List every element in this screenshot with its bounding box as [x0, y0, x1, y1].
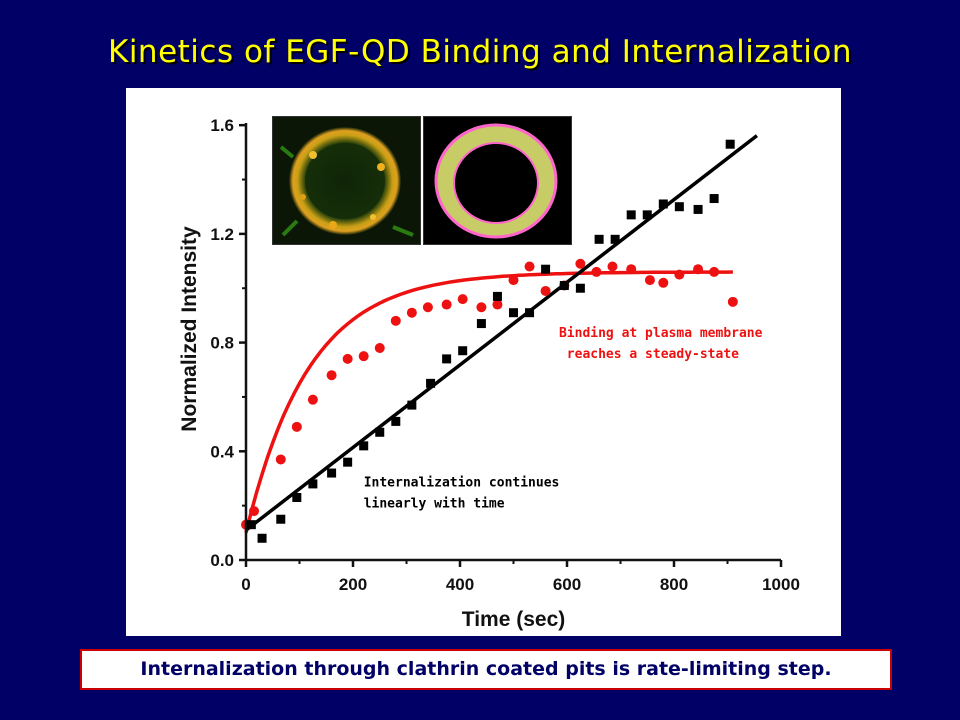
internalization-point	[674, 202, 684, 212]
axes	[239, 123, 783, 567]
binding-point	[540, 285, 551, 296]
binding-point	[727, 296, 738, 307]
binding-point	[644, 275, 655, 286]
data-points	[241, 139, 738, 543]
x-tick-label: 200	[339, 575, 367, 594]
fit-lines	[244, 134, 758, 534]
internalization-point	[626, 210, 636, 220]
y-axis-label: Normalized Intensity	[178, 226, 201, 432]
internalization-point	[476, 319, 486, 329]
binding-point	[374, 343, 385, 354]
binding-point	[390, 315, 401, 326]
annotation-text: Binding at plasma membrane	[559, 326, 763, 341]
binding-point	[575, 258, 586, 269]
internalization-point	[575, 283, 585, 293]
y-tick-label: 1.6	[210, 116, 234, 135]
binding-point	[709, 266, 720, 277]
internalization-point	[610, 234, 620, 244]
x-tick-label: 800	[660, 575, 688, 594]
y-tick-label: 0.4	[210, 442, 234, 461]
internalization-point	[442, 354, 452, 364]
internalization-fit-line	[244, 134, 758, 532]
internalization-point	[458, 346, 468, 356]
binding-point	[326, 370, 337, 381]
chart-figure: 0 200 400 600 800 1000 0.0 0.4 0.8 1.2 1.6 Time (se…	[126, 88, 841, 636]
y-tick-label: 1.2	[210, 225, 234, 244]
chart-svg: 0 200 400 600 800 1000 0.0 0.4 0.8 1.2 1.6 Time (se…	[178, 116, 800, 631]
binding-point	[626, 264, 637, 275]
internalization-point	[407, 400, 417, 410]
y-tick-label: 0.0	[210, 551, 234, 570]
internalization-point	[359, 441, 369, 451]
internalization-point	[308, 479, 318, 489]
internalization-point	[509, 308, 518, 318]
binding-point	[524, 261, 535, 272]
binding-point	[249, 506, 260, 517]
binding-point	[307, 394, 318, 405]
chart-labels: 0 200 400 600 800 1000 0.0 0.4 0.8 1.2 1.6 Time (se…	[178, 116, 800, 631]
conclusion-box: Internalization through clathrin coated …	[80, 649, 892, 690]
binding-point	[476, 302, 487, 313]
internalization-point	[642, 210, 652, 220]
binding-point	[441, 299, 452, 310]
conclusion-text: Internalization through clathrin coated …	[140, 658, 832, 680]
fluorescent-cell-image	[272, 116, 421, 245]
internalization-point	[343, 457, 353, 467]
internalization-point	[492, 291, 502, 301]
internalization-point	[693, 204, 703, 214]
binding-point	[291, 421, 302, 432]
binding-point	[457, 294, 468, 305]
x-tick-label: 0	[241, 575, 250, 594]
binding-point	[674, 269, 685, 280]
annotation-text: Internalization continues	[364, 476, 560, 491]
internalization-point	[276, 514, 286, 524]
internalization-point	[525, 308, 535, 318]
annotation-text: linearly with time	[364, 497, 505, 512]
binding-point	[422, 302, 433, 313]
binding-point	[591, 266, 602, 277]
internalization-point	[426, 378, 436, 388]
internalization-point	[257, 533, 267, 543]
internalization-point	[375, 427, 385, 437]
internalization-point	[327, 468, 337, 478]
x-tick-label: 600	[553, 575, 581, 594]
binding-point	[275, 454, 286, 465]
x-axis-label: Time (sec)	[462, 608, 566, 631]
internalization-point	[559, 281, 569, 291]
annotation-text: reaches a steady-state	[559, 347, 739, 362]
binding-point	[492, 299, 503, 310]
internalization-point	[246, 520, 256, 530]
internalization-point	[292, 492, 302, 502]
slide-title: Kinetics of EGF-QD Binding and Internali…	[107, 34, 852, 70]
binding-point	[693, 264, 704, 275]
y-tick-label: 0.8	[210, 334, 234, 353]
internalization-point	[391, 416, 401, 426]
binding-point	[607, 261, 618, 272]
x-tick-label: 400	[446, 575, 474, 594]
binding-point	[358, 351, 369, 362]
binding-point	[658, 277, 669, 288]
binding-fit-line	[244, 270, 733, 534]
internalization-point	[594, 234, 604, 244]
internalization-point	[709, 194, 719, 204]
binding-point	[508, 275, 519, 286]
x-tick-label: 1000	[762, 575, 800, 594]
binding-point	[342, 353, 353, 364]
internalization-point	[725, 139, 735, 149]
segmented-membrane-mask-image	[423, 116, 572, 245]
internalization-point	[541, 264, 551, 274]
internalization-point	[658, 199, 668, 209]
binding-point	[406, 307, 417, 318]
